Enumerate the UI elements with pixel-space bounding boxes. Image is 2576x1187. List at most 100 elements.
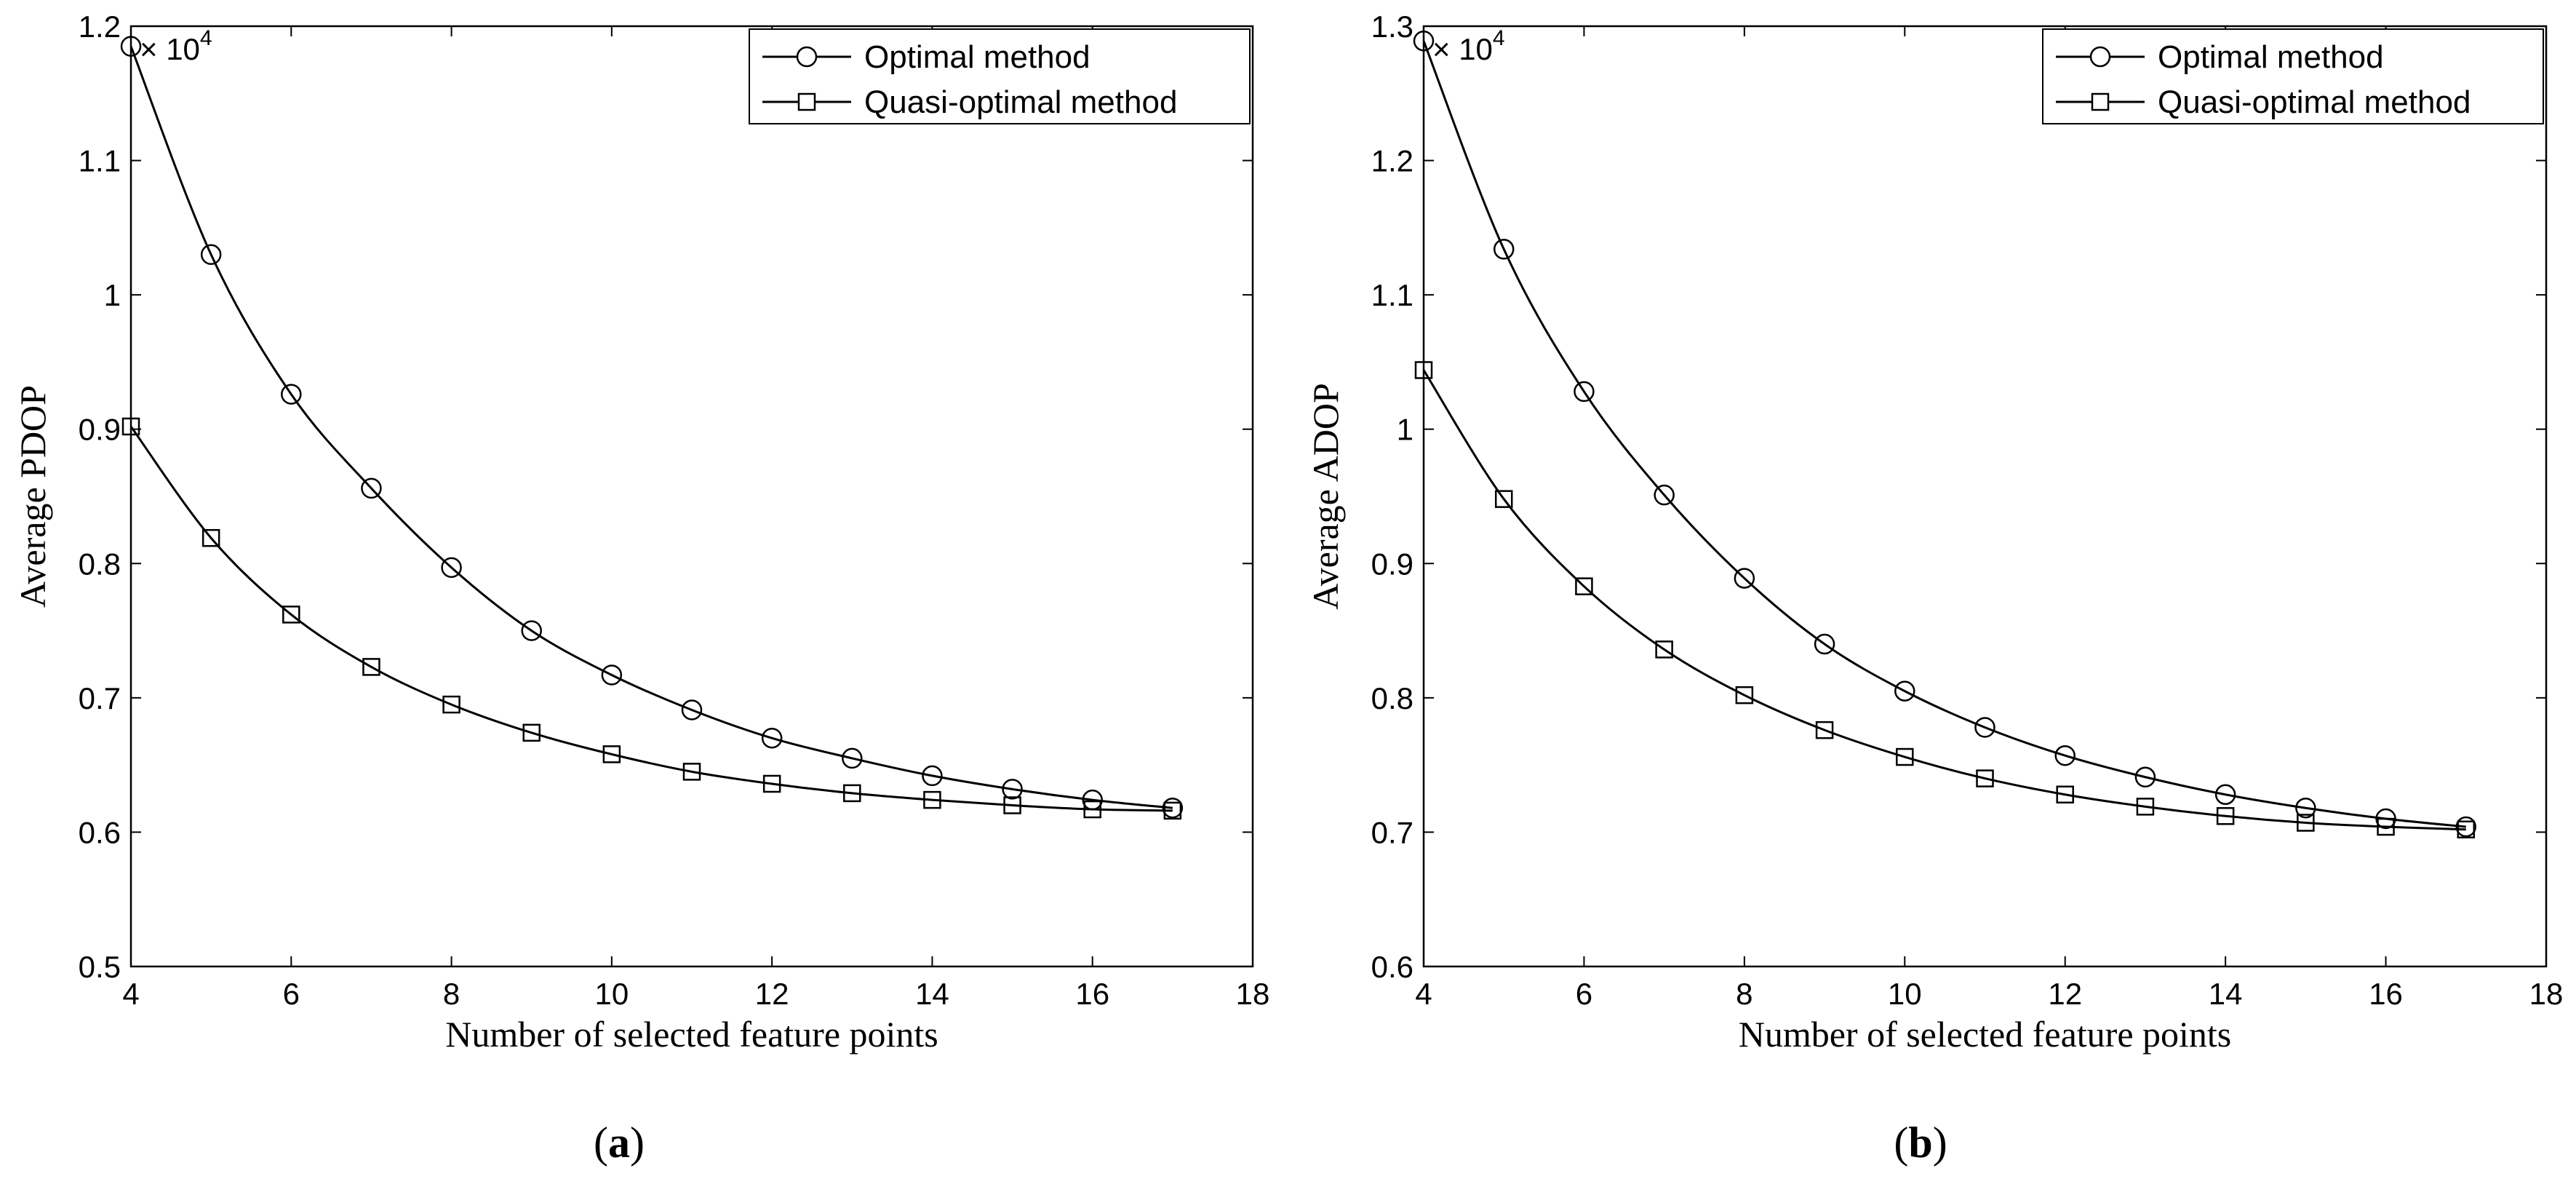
y-tick-label: 0.8	[1371, 681, 1413, 715]
data-point-square	[282, 606, 300, 624]
data-point-circle	[2375, 808, 2396, 830]
data-point-circle	[1814, 633, 1835, 655]
data-point-square	[362, 658, 380, 676]
y-tick-label: 1.2	[1371, 144, 1413, 178]
data-point-square	[1083, 800, 1101, 819]
legend-label: Optimal method	[2158, 39, 2384, 75]
data-point-circle	[922, 765, 943, 787]
y-tick-label: 1.2	[79, 9, 121, 44]
legend-circle-marker	[796, 46, 818, 68]
legend-square-marker	[797, 92, 816, 111]
data-point-circle	[1574, 381, 1595, 402]
data-point-square	[1414, 361, 1433, 379]
legend-item: Quasi-optimal method	[2056, 84, 2471, 120]
y-tick-label: 0.6	[1371, 950, 1413, 984]
series-line	[1422, 40, 2466, 828]
y-tick-label: 0.8	[79, 547, 121, 581]
y-tick-label: 0.7	[1371, 815, 1413, 849]
data-point-circle	[1974, 717, 1995, 738]
x-tick-label: 14	[2209, 977, 2243, 1011]
x-tick-label: 4	[122, 977, 139, 1011]
data-point-circle	[1734, 568, 1755, 589]
data-point-circle	[281, 384, 302, 405]
x-tick-label: 12	[755, 977, 789, 1011]
data-point-square	[1815, 720, 1834, 739]
data-point-square	[843, 784, 861, 803]
data-point-square	[1735, 686, 1754, 704]
data-point-square	[762, 774, 781, 793]
data-point-circle	[441, 557, 462, 579]
x-tick-label: 6	[1576, 977, 1592, 1011]
data-point-square	[1896, 747, 1914, 766]
panel-label-letter: b	[1908, 1119, 1932, 1167]
data-point-circle	[1654, 484, 1675, 506]
series-optimal	[1413, 31, 2477, 838]
x-tick-label: 8	[443, 977, 460, 1011]
legend: Optimal method Quasi-optimal method	[749, 28, 1251, 124]
series-line	[129, 46, 1173, 809]
x-tick-label: 18	[2529, 977, 2564, 1011]
series-line	[1422, 369, 2466, 831]
legend-item: Quasi-optimal method	[762, 84, 1177, 120]
x-tick-label: 10	[1888, 977, 1922, 1011]
y-tick-label: 0.7	[79, 681, 121, 715]
plot-area-frame	[129, 25, 1254, 968]
data-point-square	[1003, 796, 1021, 814]
data-point-square	[602, 745, 621, 763]
x-tick-label: 14	[915, 977, 949, 1011]
data-point-square	[2056, 785, 2074, 803]
data-point-square	[1575, 577, 1593, 595]
data-point-circle	[2455, 816, 2477, 838]
panel-label-letter: a	[608, 1119, 630, 1167]
x-tick-label: 18	[1236, 977, 1270, 1011]
y-tick-label: 1	[1397, 413, 1413, 447]
data-point-circle	[681, 699, 703, 720]
data-point-circle	[2295, 797, 2316, 819]
data-point-square	[2136, 798, 2155, 816]
series-line	[129, 426, 1173, 812]
data-point-circle	[2134, 766, 2156, 788]
y-multiplier-base: × 10	[1432, 32, 1493, 66]
series-optimal	[120, 36, 1184, 819]
data-point-circle	[1002, 779, 1023, 800]
data-point-square	[2377, 817, 2395, 836]
x-tick-label: 4	[1415, 977, 1432, 1011]
data-point-circle	[2214, 784, 2236, 805]
chart-panel-2: 4 6 8 10 12 14 16 180.60.70.80.911.11.21.3× 104…	[1305, 9, 2563, 1167]
data-point-square	[522, 723, 541, 742]
y-tick-label: 0.9	[1371, 547, 1413, 581]
legend-circle-marker	[2089, 46, 2111, 68]
panel-label-close-paren: )	[630, 1119, 645, 1167]
y-multiplier-exponent: 4	[200, 26, 212, 50]
data-point-circle	[200, 244, 222, 266]
data-point-square	[682, 763, 701, 781]
y-tick-label: 0.6	[79, 815, 121, 849]
x-tick-label: 16	[2369, 977, 2403, 1011]
x-axis-title: Number of selected feature points	[1739, 1014, 2232, 1055]
data-point-square	[2216, 807, 2235, 825]
data-point-square	[121, 417, 140, 436]
series-quasi-optimal	[1414, 361, 2476, 838]
plot-area-frame	[1422, 25, 2548, 968]
data-point-square	[202, 528, 220, 547]
data-point-circle	[1413, 31, 1435, 52]
panel-label: (b)	[1894, 1119, 1947, 1167]
x-axis-title: Number of selected feature points	[445, 1014, 938, 1055]
data-point-circle	[1162, 797, 1184, 819]
y-multiplier-base: × 10	[140, 32, 200, 66]
y-axis-title: Average ADOP	[1305, 383, 1346, 610]
y-axis-title: Average PDOP	[12, 385, 53, 608]
data-point-circle	[1894, 680, 1915, 702]
chart-panel-1: 4 6 8 10 12 14 16 180.50.60.70.80.911.11.2× 104…	[12, 9, 1269, 1167]
legend-item: Optimal method	[762, 39, 1090, 75]
panel-label-open-paren: (	[1894, 1119, 1908, 1167]
x-tick-label: 12	[2048, 977, 2082, 1011]
data-point-circle	[521, 620, 542, 641]
y-tick-label: 1.3	[1371, 9, 1413, 44]
y-tick-label: 1.1	[1371, 278, 1413, 312]
data-point-circle	[120, 36, 142, 57]
data-point-square	[2457, 820, 2476, 838]
y-multiplier-label: × 104	[140, 26, 212, 66]
data-point-square	[1163, 801, 1182, 820]
